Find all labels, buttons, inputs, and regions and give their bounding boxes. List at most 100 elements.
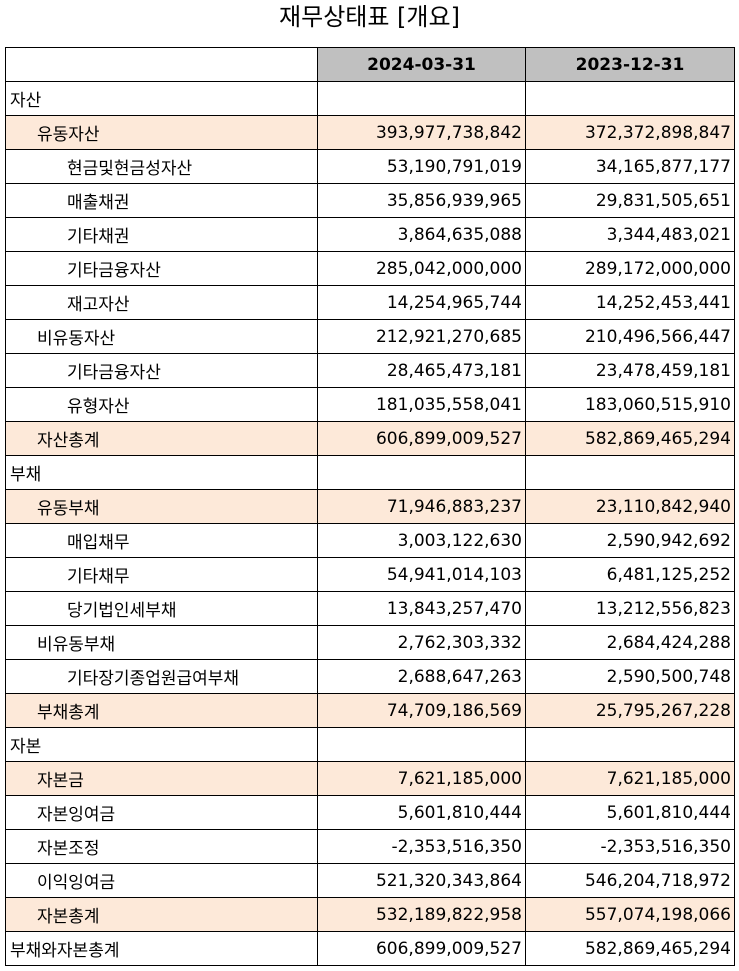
table-row: 이익잉여금 521,320,343,864 546,204,718,972: [5, 863, 735, 898]
value-2023-12-31: 582,869,465,294: [525, 931, 735, 966]
table-row: 부채총계 74,709,186,569 25,795,267,228: [5, 693, 735, 728]
table-row: 기타금융자산 28,465,473,181 23,478,459,181: [5, 353, 735, 388]
row-label: 매출채권: [5, 183, 318, 218]
table-row: 자본총계 532,189,822,958 557,074,198,066: [5, 897, 735, 932]
header-cell-period-2: 2023-12-31: [525, 47, 735, 82]
value-2023-12-31: 23,478,459,181: [525, 353, 735, 388]
value-2023-12-31: 2,684,424,288: [525, 625, 735, 660]
value-2024-03-31: 212,921,270,685: [317, 319, 526, 354]
value-2024-03-31: 521,320,343,864: [317, 863, 526, 898]
page-title: 재무상태표 [개요]: [279, 3, 460, 31]
value-2024-03-31: 28,465,473,181: [317, 353, 526, 388]
row-label: 자산총계: [5, 421, 318, 456]
row-label: 자본총계: [5, 897, 318, 932]
value-2023-12-31: 29,831,505,651: [525, 183, 735, 218]
value-2023-12-31: -2,353,516,350: [525, 829, 735, 864]
row-label: 재고자산: [5, 285, 318, 320]
value-2024-03-31: 2,762,303,332: [317, 625, 526, 660]
value-2024-03-31: 14,254,965,744: [317, 285, 526, 320]
value-2023-12-31: 3,344,483,021: [525, 217, 735, 252]
table-row: 자산: [5, 81, 735, 116]
value-2024-03-31: 71,946,883,237: [317, 489, 526, 524]
row-label: 유동부채: [5, 489, 318, 524]
table-row: 재고자산 14,254,965,744 14,252,453,441: [5, 285, 735, 320]
value-2024-03-31: 2,688,647,263: [317, 659, 526, 694]
value-2024-03-31: [317, 727, 526, 762]
table-row: 기타장기종업원급여부채 2,688,647,263 2,590,500,748: [5, 659, 735, 694]
value-2024-03-31: 35,856,939,965: [317, 183, 526, 218]
table-row: 유동부채 71,946,883,237 23,110,842,940: [5, 489, 735, 524]
value-2023-12-31: 582,869,465,294: [525, 421, 735, 456]
row-label: 유형자산: [5, 387, 318, 422]
value-2023-12-31: 289,172,000,000: [525, 251, 735, 286]
value-2023-12-31: 546,204,718,972: [525, 863, 735, 898]
row-label: 유동자산: [5, 115, 318, 150]
row-label: 부채: [5, 455, 318, 490]
row-label: 부채총계: [5, 693, 318, 728]
row-label: 자본조정: [5, 829, 318, 864]
row-label: 기타채권: [5, 217, 318, 252]
table-row: 기타채권 3,864,635,088 3,344,483,021: [5, 217, 735, 252]
row-label: 이익잉여금: [5, 863, 318, 898]
value-2023-12-31: 372,372,898,847: [525, 115, 735, 150]
table-row: 자본금 7,621,185,000 7,621,185,000: [5, 761, 735, 796]
header-cell-period-1: 2024-03-31: [317, 47, 526, 82]
value-2023-12-31: 6,481,125,252: [525, 557, 735, 592]
value-2024-03-31: 53,190,791,019: [317, 149, 526, 184]
table-row: 부채와자본총계 606,899,009,527 582,869,465,294: [5, 931, 735, 966]
table-row: 기타채무 54,941,014,103 6,481,125,252: [5, 557, 735, 592]
table-row: 당기법인세부채 13,843,257,470 13,212,556,823: [5, 591, 735, 626]
value-2024-03-31: 74,709,186,569: [317, 693, 526, 728]
value-2024-03-31: 606,899,009,527: [317, 421, 526, 456]
table-row: 매출채권 35,856,939,965 29,831,505,651: [5, 183, 735, 218]
value-2024-03-31: 181,035,558,041: [317, 387, 526, 422]
row-label: 자본금: [5, 761, 318, 796]
value-2024-03-31: [317, 455, 526, 490]
row-label: 자본: [5, 727, 318, 762]
value-2023-12-31: 25,795,267,228: [525, 693, 735, 728]
value-2024-03-31: 3,003,122,630: [317, 523, 526, 558]
table-body: 자산 유동자산 393,977,738,842 372,372,898,847 현금및현…: [5, 81, 735, 966]
table-row: 매입채무 3,003,122,630 2,590,942,692: [5, 523, 735, 558]
table-header-row: 2024-03-31 2023-12-31: [5, 47, 735, 82]
value-2023-12-31: 2,590,500,748: [525, 659, 735, 694]
table-row: 비유동자산 212,921,270,685 210,496,566,447: [5, 319, 735, 354]
table-row: 자본잉여금 5,601,810,444 5,601,810,444: [5, 795, 735, 830]
value-2023-12-31: 7,621,185,000: [525, 761, 735, 796]
row-label: 기타채무: [5, 557, 318, 592]
value-2024-03-31: 7,621,185,000: [317, 761, 526, 796]
value-2023-12-31: 557,074,198,066: [525, 897, 735, 932]
value-2023-12-31: [525, 81, 735, 116]
row-label: 자본잉여금: [5, 795, 318, 830]
value-2024-03-31: 54,941,014,103: [317, 557, 526, 592]
table-row: 자산총계 606,899,009,527 582,869,465,294: [5, 421, 735, 456]
value-2023-12-31: 183,060,515,910: [525, 387, 735, 422]
row-label: 부채와자본총계: [5, 931, 318, 966]
row-label: 자산: [5, 81, 318, 116]
value-2023-12-31: [525, 727, 735, 762]
value-2024-03-31: 5,601,810,444: [317, 795, 526, 830]
value-2024-03-31: 285,042,000,000: [317, 251, 526, 286]
table-row: 유동자산 393,977,738,842 372,372,898,847: [5, 115, 735, 150]
value-2023-12-31: 14,252,453,441: [525, 285, 735, 320]
row-label: 비유동부채: [5, 625, 318, 660]
row-label: 매입채무: [5, 523, 318, 558]
value-2023-12-31: 210,496,566,447: [525, 319, 735, 354]
row-label: 기타금융자산: [5, 251, 318, 286]
value-2023-12-31: 13,212,556,823: [525, 591, 735, 626]
table-row: 자본: [5, 727, 735, 762]
value-2023-12-31: 34,165,877,177: [525, 149, 735, 184]
row-label: 비유동자산: [5, 319, 318, 354]
value-2023-12-31: 2,590,942,692: [525, 523, 735, 558]
value-2024-03-31: -2,353,516,350: [317, 829, 526, 864]
value-2024-03-31: 532,189,822,958: [317, 897, 526, 932]
table-row: 자본조정 -2,353,516,350 -2,353,516,350: [5, 829, 735, 864]
value-2024-03-31: 13,843,257,470: [317, 591, 526, 626]
value-2024-03-31: 606,899,009,527: [317, 931, 526, 966]
table-row: 유형자산 181,035,558,041 183,060,515,910: [5, 387, 735, 422]
header-cell-label: [5, 47, 318, 82]
value-2023-12-31: [525, 455, 735, 490]
table-row: 부채: [5, 455, 735, 490]
table-row: 현금및현금성자산 53,190,791,019 34,165,877,177: [5, 149, 735, 184]
value-2024-03-31: [317, 81, 526, 116]
